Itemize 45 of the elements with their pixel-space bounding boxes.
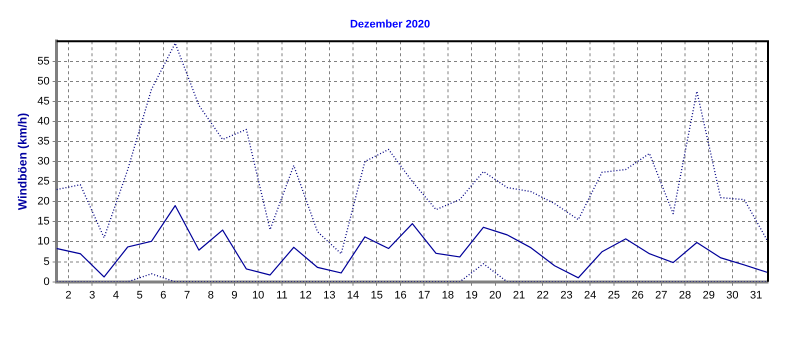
x-tick-label: 2 bbox=[65, 289, 72, 302]
x-tick-label: 13 bbox=[323, 289, 336, 302]
y-tick-label: 35 bbox=[37, 135, 50, 148]
y-axis-title: Windböen (km/h) bbox=[16, 112, 30, 210]
y-tick-label: 50 bbox=[37, 75, 50, 88]
x-tick-label: 5 bbox=[136, 289, 143, 302]
x-tick-label: 3 bbox=[89, 289, 96, 302]
x-tick-label: 26 bbox=[631, 289, 644, 302]
y-tick-label: 40 bbox=[37, 115, 50, 128]
x-tick-label: 28 bbox=[678, 289, 692, 302]
x-tick-label: 9 bbox=[231, 289, 238, 302]
x-tick-label: 24 bbox=[584, 289, 596, 302]
x-tick-label: 4 bbox=[112, 289, 119, 302]
y-tick-label: 45 bbox=[37, 95, 50, 108]
x-tick-label: 8 bbox=[208, 289, 214, 302]
y-tick-label: 0 bbox=[44, 276, 50, 288]
x-tick-label: 12 bbox=[299, 289, 312, 302]
x-tick-label: 14 bbox=[346, 289, 360, 302]
x-tick-label: 11 bbox=[276, 289, 288, 302]
x-tick-label: 7 bbox=[184, 289, 190, 302]
y-tick-label: 20 bbox=[37, 196, 50, 208]
x-tick-label: 6 bbox=[160, 289, 166, 302]
y-tick-label: 55 bbox=[37, 55, 50, 68]
x-tick-label: 21 bbox=[512, 289, 526, 302]
y-tick-label: 30 bbox=[37, 156, 50, 168]
y-tick-label: 15 bbox=[37, 216, 50, 228]
x-tick-label: 15 bbox=[370, 289, 383, 302]
x-tick-label: 27 bbox=[655, 289, 668, 302]
y-tick-label: 25 bbox=[37, 176, 50, 188]
line-series bbox=[56, 42, 768, 254]
x-tick-label: 22 bbox=[536, 289, 549, 302]
x-tick-label: 17 bbox=[418, 289, 430, 302]
y-tick-label: 10 bbox=[37, 236, 50, 248]
x-tick-label: 25 bbox=[608, 289, 620, 302]
y-tick-label: 5 bbox=[44, 256, 50, 268]
chart-title: Dezember 2020 bbox=[350, 18, 430, 31]
x-tick-label: 23 bbox=[560, 289, 573, 302]
x-tick-label: 19 bbox=[465, 289, 478, 302]
x-tick-label: 30 bbox=[726, 289, 739, 302]
x-tick-label: 20 bbox=[489, 289, 502, 302]
x-tick-label: 18 bbox=[442, 289, 454, 302]
x-tick-label: 31 bbox=[750, 289, 762, 302]
x-tick-label: 16 bbox=[394, 289, 407, 302]
x-tick-label: 10 bbox=[252, 289, 264, 302]
x-tick-label: 29 bbox=[702, 289, 715, 302]
